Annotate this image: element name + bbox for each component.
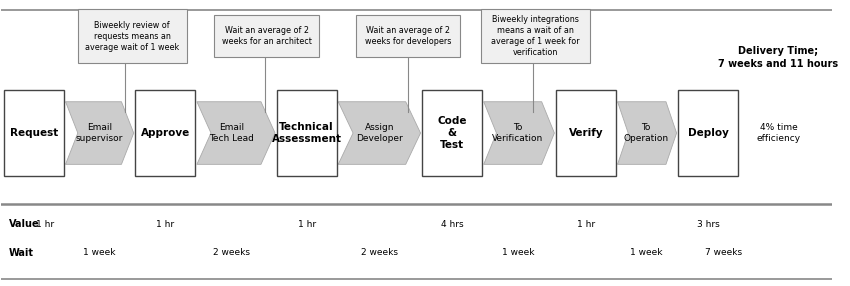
Text: 2 weeks: 2 weeks [361,248,399,257]
Text: 1 week: 1 week [630,248,662,257]
Text: Technical
Assessment: Technical Assessment [272,122,342,144]
FancyBboxPatch shape [481,9,590,63]
FancyBboxPatch shape [355,15,461,57]
Text: Email
supervisor: Email supervisor [76,123,123,143]
Text: Email
Tech Lead: Email Tech Lead [209,123,254,143]
Polygon shape [338,102,421,164]
Text: 3 hrs: 3 hrs [697,220,720,229]
Text: 4 hrs: 4 hrs [441,220,463,229]
Text: Biweekly review of
requests means an
average wait of 1 week: Biweekly review of requests means an ave… [85,21,179,52]
FancyBboxPatch shape [214,15,319,57]
Text: Approve: Approve [141,128,190,138]
Text: 1 week: 1 week [502,248,534,257]
FancyBboxPatch shape [422,90,482,176]
Text: 2 weeks: 2 weeks [213,248,250,257]
Text: Request: Request [10,128,58,138]
Text: 1 hr: 1 hr [36,220,54,229]
Text: 1 hr: 1 hr [156,220,174,229]
Text: To
Operation: To Operation [623,123,668,143]
FancyBboxPatch shape [556,90,616,176]
Text: To
Verification: To Verification [492,123,543,143]
Text: Wait: Wait [9,248,34,258]
Text: Wait an average of 2
weeks for developers: Wait an average of 2 weeks for developer… [365,26,451,46]
Polygon shape [197,102,275,164]
Text: Value: Value [9,219,40,229]
Text: 1 week: 1 week [83,248,116,257]
Text: Wait an average of 2
weeks for an architect: Wait an average of 2 weeks for an archit… [222,26,312,46]
Polygon shape [618,102,677,164]
Text: Assign
Developer: Assign Developer [356,123,403,143]
Text: 7 weeks: 7 weeks [706,248,743,257]
FancyBboxPatch shape [678,90,738,176]
FancyBboxPatch shape [277,90,337,176]
Text: 1 hr: 1 hr [577,220,595,229]
Text: 1 hr: 1 hr [298,220,315,229]
FancyBboxPatch shape [77,9,186,63]
FancyBboxPatch shape [135,90,196,176]
Text: Biweekly integrations
means a wait of an
average of 1 week for
verification: Biweekly integrations means a wait of an… [491,15,580,57]
Text: Code
&
Test: Code & Test [438,116,467,150]
Polygon shape [65,102,133,164]
Text: Verify: Verify [569,128,603,138]
Text: 4% time
efficiency: 4% time efficiency [756,123,801,143]
FancyBboxPatch shape [4,90,64,176]
Polygon shape [484,102,554,164]
Text: Delivery Time;
7 weeks and 11 hours: Delivery Time; 7 weeks and 11 hours [718,46,838,69]
Text: Deploy: Deploy [688,128,728,138]
